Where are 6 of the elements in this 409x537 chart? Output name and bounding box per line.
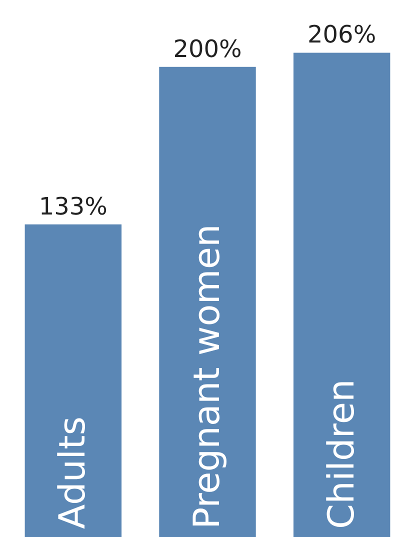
x-tick-label: Children	[321, 379, 362, 529]
x-tick-label: Pregnant women	[187, 224, 228, 529]
data-label: 133%	[38, 192, 108, 220]
data-label: 200%	[173, 34, 242, 63]
x-tick-label: Adults	[52, 416, 94, 529]
data-label: 206%	[308, 20, 376, 49]
